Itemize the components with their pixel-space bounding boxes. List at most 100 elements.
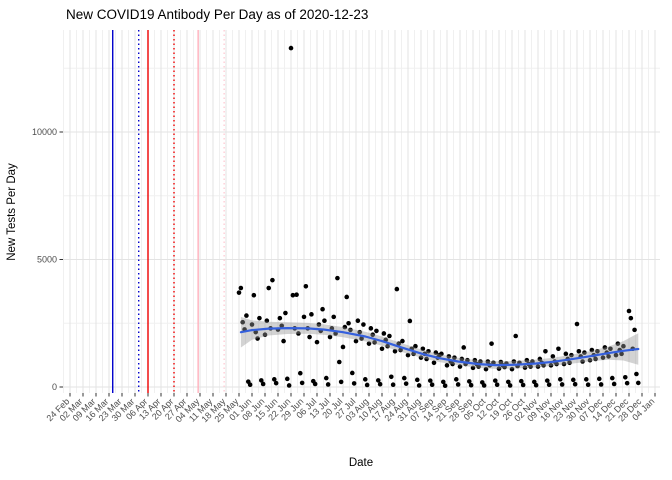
data-point: [572, 381, 578, 387]
data-point: [429, 382, 435, 388]
data-point: [390, 382, 396, 388]
data-point: [372, 340, 377, 345]
data-point: [513, 333, 519, 339]
data-point: [240, 319, 246, 325]
data-point: [327, 334, 333, 340]
data-point: [585, 382, 591, 388]
data-point: [481, 383, 487, 388]
data-point: [444, 363, 450, 368]
data-point: [626, 308, 632, 314]
data-point: [273, 380, 279, 386]
data-point: [388, 374, 394, 380]
data-point: [266, 285, 272, 291]
data-point: [561, 361, 567, 367]
y-axis-title: New Tests Per Day: [6, 163, 18, 261]
data-point: [331, 314, 337, 320]
data-point: [494, 382, 500, 388]
data-point: [336, 359, 342, 365]
data-point: [253, 329, 259, 335]
data-point: [569, 352, 574, 358]
data-point: [557, 377, 563, 382]
data-point: [255, 336, 260, 341]
data-point: [596, 376, 602, 382]
data-point: [368, 326, 374, 331]
data-point: [364, 382, 370, 388]
data-point: [290, 292, 296, 298]
data-point: [392, 349, 398, 354]
data-point: [439, 351, 444, 357]
data-point: [457, 364, 463, 369]
data-point: [416, 383, 422, 388]
data-point: [424, 356, 429, 362]
data-point: [244, 313, 249, 318]
data-point: [348, 327, 353, 333]
data-point: [270, 277, 275, 283]
data-point: [541, 363, 546, 368]
data-point: [277, 315, 283, 321]
data-point: [453, 377, 459, 382]
y-tick-label: 0: [52, 382, 57, 392]
data-point: [398, 347, 403, 353]
data-point: [455, 382, 461, 387]
data-point: [427, 378, 433, 383]
data-point: [366, 341, 372, 346]
data-point: [567, 360, 572, 366]
data-point: [528, 364, 533, 369]
data-point: [431, 360, 437, 366]
data-point: [507, 383, 513, 388]
data-point: [446, 354, 452, 359]
y-tick-label: 10000: [32, 127, 57, 137]
data-point: [251, 292, 257, 298]
data-point: [247, 382, 253, 388]
data-point: [537, 356, 543, 362]
data-point: [294, 292, 299, 297]
data-point: [260, 381, 266, 387]
confidence-band: [240, 316, 639, 369]
data-point: [346, 320, 351, 326]
data-point: [271, 377, 277, 382]
data-point: [405, 352, 411, 358]
data-point: [634, 371, 639, 377]
data-point: [580, 359, 585, 364]
data-point: [483, 366, 489, 372]
data-point: [322, 318, 327, 324]
data-point: [546, 382, 552, 388]
data-point: [296, 331, 301, 336]
data-point: [593, 356, 598, 362]
x-axis-title: Date: [349, 457, 373, 469]
data-point: [394, 286, 400, 292]
data-point: [301, 314, 307, 320]
data-point: [414, 377, 420, 383]
chart-title: New COVID19 Antibody Per Day as of 2020-…: [66, 7, 368, 22]
data-point: [556, 346, 561, 352]
data-point: [359, 336, 364, 341]
data-point: [615, 341, 621, 346]
data-point: [433, 350, 439, 355]
data-point: [522, 365, 528, 370]
data-point: [299, 380, 305, 386]
data-point: [559, 382, 565, 387]
data-point: [576, 349, 582, 354]
data-point: [396, 341, 402, 346]
data-point: [609, 375, 615, 381]
data-point: [377, 381, 383, 387]
data-point: [606, 354, 611, 359]
data-point: [544, 378, 550, 383]
data-point: [288, 45, 294, 51]
data-point: [340, 344, 346, 350]
data-point: [403, 381, 409, 386]
data-point: [375, 378, 381, 383]
data-point: [374, 328, 379, 334]
data-point: [283, 310, 288, 316]
data-point: [286, 383, 292, 388]
data-point: [314, 339, 320, 345]
data-point: [465, 357, 470, 363]
data-point: [357, 329, 363, 335]
data-point: [297, 370, 303, 376]
data-point: [470, 365, 476, 371]
data-point: [344, 294, 350, 300]
data-point: [379, 346, 385, 352]
data-point: [355, 318, 361, 324]
data-point: [258, 378, 264, 383]
